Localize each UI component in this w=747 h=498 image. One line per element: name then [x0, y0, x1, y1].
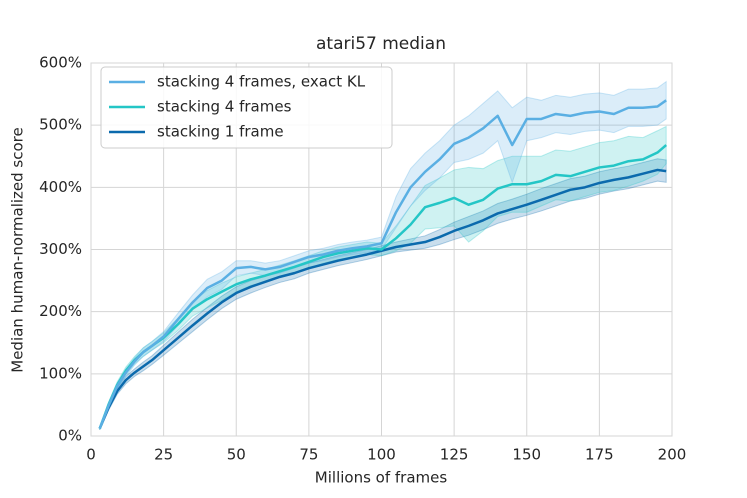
y-tick-label: 200% [39, 302, 82, 320]
legend-box [100, 66, 393, 149]
y-tick-label: 400% [39, 178, 82, 196]
legend-label: stacking 1 frame [157, 123, 284, 141]
x-tick-label: 25 [154, 446, 173, 464]
legend-label: stacking 4 frames, exact KL [157, 73, 366, 91]
x-tick-label: 0 [86, 446, 96, 464]
legend-label: stacking 4 frames [157, 98, 292, 116]
x-tick-label: 100 [367, 446, 396, 464]
series-line [98, 168, 667, 430]
x-tick-label: 75 [299, 446, 318, 464]
legend: stacking 4 frames, exact KL stacking 4 fr… [100, 66, 393, 149]
plot-frame [90, 62, 673, 437]
y-tick-label: 0% [58, 427, 82, 445]
y-axis-label: Median human-normalized score [9, 127, 27, 373]
x-tick-label: 200 [658, 446, 687, 464]
y-tick-label: 600% [39, 54, 82, 72]
x-tick-label: 175 [585, 446, 614, 464]
chart-title: atari57 median [316, 34, 446, 54]
x-tick-label: 125 [440, 446, 469, 464]
series-line [98, 99, 667, 429]
y-tick-label: 100% [39, 364, 82, 382]
x-tick-label: 150 [512, 446, 541, 464]
x-axis-label: Millions of frames [315, 469, 448, 487]
confidence-band [99, 80, 667, 430]
y-tick-label: 300% [39, 240, 82, 258]
y-tick-label: 500% [39, 116, 82, 134]
x-tick-label: 50 [227, 446, 246, 464]
